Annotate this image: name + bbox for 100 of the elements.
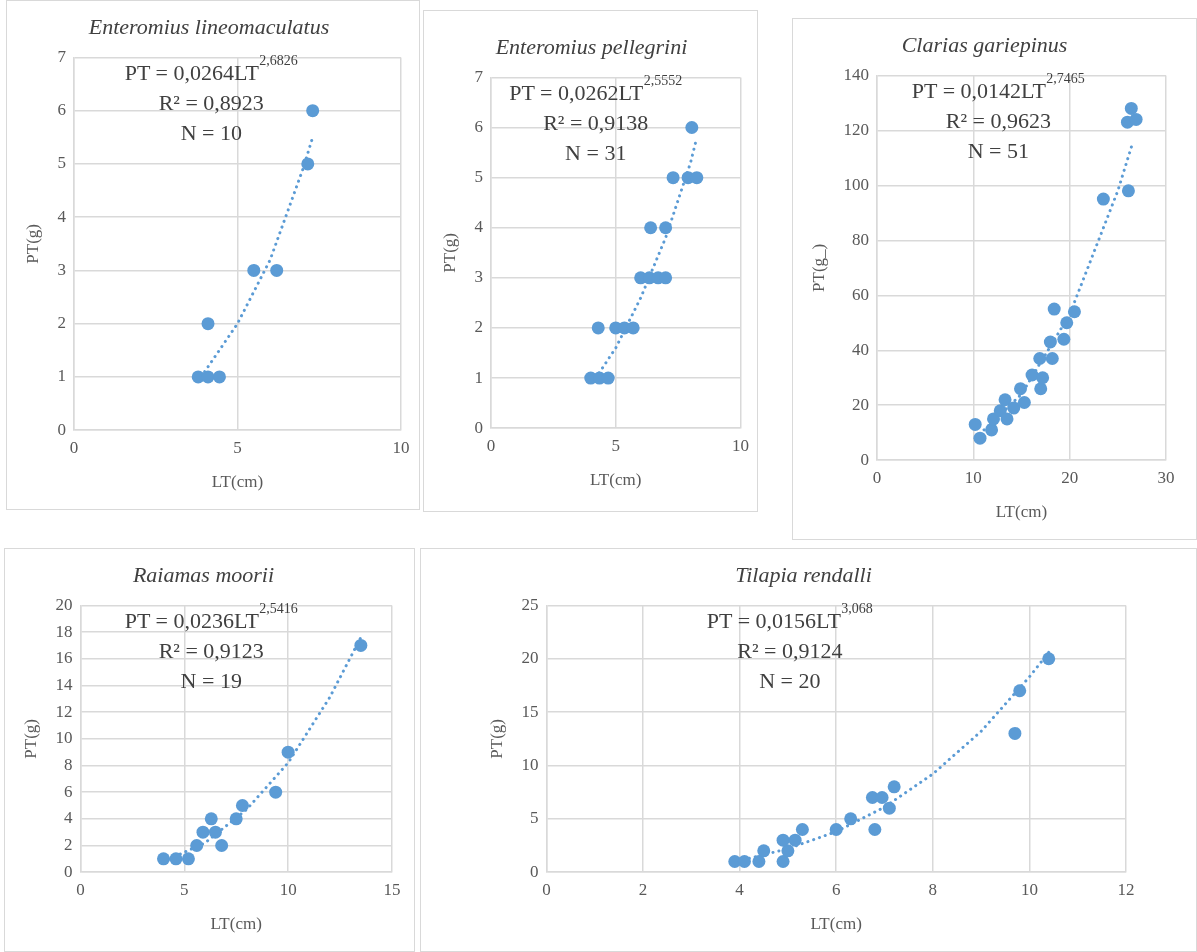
y-tick-label: 120 [843, 119, 869, 139]
y-tick-label: 6 [57, 100, 66, 120]
point [235, 799, 249, 812]
y-tick-label: 5 [474, 167, 483, 187]
x-axis-title: LT(cm) [995, 502, 1048, 522]
x-tick-label: 2 [638, 879, 648, 899]
point [301, 157, 315, 171]
point [737, 855, 751, 869]
annotation: R² = 0,9123 [158, 638, 264, 664]
x-tick-label: 4 [735, 879, 745, 899]
point [156, 852, 170, 866]
point [1033, 352, 1047, 365]
x-tick-label: 5 [611, 435, 620, 455]
y-tick-label: 4 [63, 808, 73, 828]
point [204, 812, 218, 826]
y-tick-label: 5 [529, 808, 539, 828]
x-tick-label: 20 [1061, 467, 1079, 487]
x-tick-label: 30 [1157, 467, 1175, 487]
y-tick-label: 100 [843, 174, 869, 194]
y-tick-label: 0 [57, 419, 66, 439]
annotation: N = 31 [565, 140, 627, 166]
point [181, 852, 195, 866]
y-tick-label: 0 [529, 861, 539, 881]
y-tick-label: 0 [63, 861, 73, 881]
y-axis-title: PT(g_) [808, 243, 828, 292]
point [1057, 332, 1071, 346]
y-tick-label: 80 [851, 229, 869, 249]
point [1043, 335, 1057, 349]
x-tick-label: 10 [1020, 879, 1038, 899]
point [1000, 412, 1014, 426]
point [868, 823, 882, 837]
point [887, 780, 901, 794]
point [1124, 101, 1138, 115]
y-tick-label: 18 [55, 621, 73, 641]
point [306, 104, 320, 118]
x-tick-label: 10 [392, 437, 410, 457]
point [626, 321, 640, 335]
y-tick-label: 14 [55, 674, 73, 694]
point [1013, 684, 1027, 698]
x-tick-label: 0 [872, 467, 882, 487]
x-axis-title: LT(cm) [210, 914, 262, 934]
chart-title: Enteromius lineomaculatus [87, 13, 330, 39]
point [1042, 652, 1056, 666]
point [659, 271, 673, 285]
x-tick-label: 5 [233, 437, 242, 457]
point [973, 431, 987, 445]
y-axis-title: PT(g) [22, 223, 42, 264]
point [1047, 302, 1061, 316]
annotation: N = 51 [967, 138, 1029, 164]
y-tick-label: 3 [57, 259, 66, 279]
x-axis-title: LT(cm) [211, 472, 264, 492]
y-axis-title: PT(g) [486, 718, 506, 759]
point [1045, 352, 1059, 365]
x-tick-label: 5 [180, 879, 189, 899]
x-tick-label: 10 [964, 467, 982, 487]
point [998, 393, 1012, 407]
y-tick-label: 3 [474, 267, 483, 287]
y-tick-label: 16 [55, 648, 73, 668]
y-axis-title: PT(g) [20, 718, 40, 759]
point [208, 825, 222, 839]
x-axis-title: LT(cm) [810, 914, 862, 934]
annotation: R² = 0,9623 [945, 108, 1051, 134]
point [644, 221, 658, 235]
point [247, 263, 261, 277]
point [666, 171, 680, 185]
y-tick-label: 6 [63, 781, 73, 801]
x-tick-label: 10 [732, 435, 749, 455]
y-tick-label: 20 [55, 594, 73, 614]
point [601, 371, 615, 385]
point [229, 812, 243, 826]
point [169, 852, 183, 866]
y-tick-label: 4 [474, 217, 484, 237]
point [270, 263, 284, 277]
point [269, 785, 283, 799]
y-tick-label: 60 [851, 284, 869, 304]
y-tick-label: 7 [57, 46, 67, 66]
point [591, 321, 605, 335]
point [1060, 316, 1074, 330]
x-tick-label: 15 [383, 879, 401, 899]
chart-title: Enteromius pellegrini [494, 33, 688, 59]
point [212, 370, 226, 384]
point [882, 801, 896, 815]
y-axis-title: PT(g) [439, 232, 459, 273]
y-tick-label: 25 [521, 594, 539, 614]
point [985, 423, 999, 437]
y-tick-label: 1 [57, 366, 66, 386]
point [829, 823, 843, 837]
point [281, 745, 295, 759]
point [776, 833, 790, 847]
point [1013, 382, 1027, 396]
x-tick-label: 8 [928, 879, 938, 899]
chart-title: Clarias gariepinus [901, 31, 1068, 57]
point [196, 825, 210, 839]
point [776, 855, 790, 869]
y-tick-label: 0 [474, 417, 483, 437]
point [354, 638, 368, 652]
point [757, 844, 771, 858]
y-tick-label: 4 [57, 206, 67, 226]
point [215, 839, 229, 853]
point [1067, 305, 1081, 319]
